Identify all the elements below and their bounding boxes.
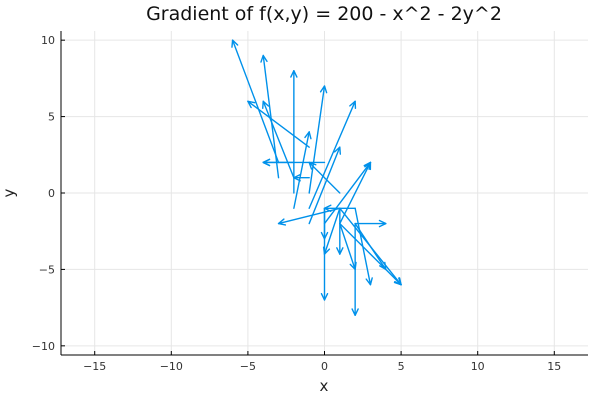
arrow-shaft: [339, 161, 372, 225]
gradient-arrow: [262, 100, 295, 179]
x-tick-label: −5: [240, 360, 256, 373]
arrow-head: [231, 39, 239, 48]
x-tick-label: −10: [160, 360, 183, 373]
gradient-arrow: [336, 207, 344, 255]
arrow-shaft: [308, 85, 326, 194]
arrow-shaft: [308, 161, 341, 194]
arrow-shaft: [339, 222, 356, 271]
arrow-head: [333, 146, 342, 155]
gradient-arrow: [231, 39, 280, 164]
arrow-head: [336, 247, 344, 255]
arrow-shaft: [231, 39, 280, 164]
arrow-head: [319, 85, 328, 94]
y-tick-label: 5: [48, 111, 55, 124]
gradient-arrow: [308, 85, 328, 194]
arrow-shaft: [308, 100, 356, 209]
arrow-head: [262, 158, 271, 167]
x-tick-label: 0: [321, 360, 328, 373]
arrow-head: [393, 277, 402, 286]
gradient-arrow: [354, 207, 373, 286]
gradient-arrow: [262, 158, 326, 167]
gradient-arrow: [308, 146, 342, 225]
y-tick-label: −10: [32, 340, 55, 353]
arrow-shaft: [354, 207, 372, 286]
chart-title: Gradient of f(x,y) = 200 - x^2 - 2y^2: [146, 3, 502, 25]
x-axis-title: x: [320, 377, 329, 395]
gradient-arrow: [339, 161, 372, 225]
arrow-head: [349, 261, 357, 271]
gradient-arrow: [308, 100, 357, 209]
arrow-shaft: [262, 100, 295, 179]
x-tick-label: 5: [398, 360, 405, 373]
y-tick-label: 10: [41, 34, 55, 47]
gradient-arrow: [354, 219, 387, 228]
gradient-arrow: [260, 54, 280, 179]
arrow-shaft: [293, 131, 310, 209]
arrow-head: [260, 54, 268, 63]
gradient-arrow: [290, 70, 298, 194]
x-tick-label: −15: [83, 360, 106, 373]
arrow-head: [247, 100, 256, 109]
arrow-shaft: [308, 146, 341, 225]
arrow-shaft: [262, 54, 280, 179]
arrow-shaft: [339, 222, 402, 286]
arrow-shaft: [247, 100, 310, 148]
arrow-head: [365, 277, 373, 286]
y-axis-ticks: −10 −5 0 5 10: [32, 34, 65, 353]
arrow-shaft: [323, 161, 372, 225]
x-tick-label: 10: [471, 360, 485, 373]
y-tick-label: 0: [48, 187, 55, 200]
y-axis-title: y: [0, 188, 18, 197]
gradient-arrow: [308, 161, 341, 194]
arrow-head: [364, 161, 372, 171]
arrow-head: [323, 204, 332, 213]
x-axis-ticks: −15 −10 −5 0 5 10 15: [83, 351, 561, 373]
arrow-head: [322, 246, 331, 255]
arrow-head: [290, 70, 298, 78]
arrow-head: [351, 308, 359, 316]
arrow-head: [304, 131, 312, 140]
x-tick-label: 15: [547, 360, 561, 373]
arrow-head: [262, 100, 270, 109]
gradient-arrow: [339, 222, 402, 286]
arrow-field: [231, 39, 402, 316]
y-tick-label: −5: [39, 263, 55, 276]
arrow-head: [308, 161, 317, 170]
arrow-head: [379, 261, 387, 271]
gradient-arrow: [322, 207, 341, 255]
gradient-arrow: [293, 131, 312, 209]
arrow-head: [320, 292, 329, 301]
gradient-arrow: [339, 222, 357, 271]
arrow-head: [349, 100, 357, 109]
arrow-shaft: [323, 207, 341, 255]
arrow-head: [277, 218, 287, 226]
arrow-head: [378, 219, 387, 228]
gradient-arrow: [247, 100, 310, 148]
